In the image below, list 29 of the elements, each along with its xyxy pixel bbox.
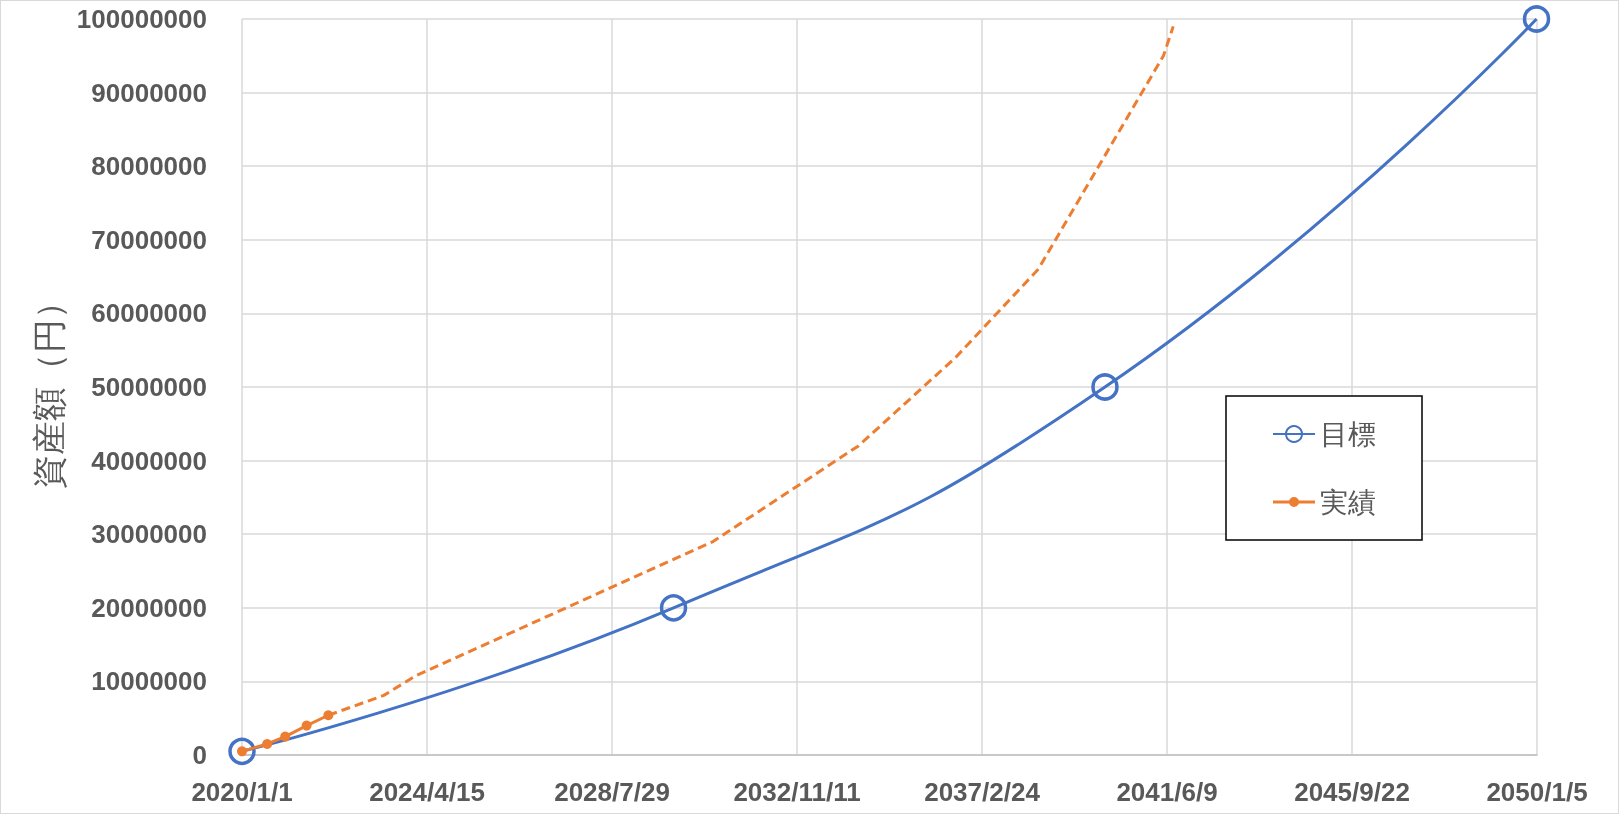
- point: [280, 731, 291, 742]
- y-tick-label: 40000000: [91, 445, 207, 476]
- x-tick-label: 2028/7/29: [554, 777, 670, 807]
- legend-label: 実績: [1320, 486, 1376, 518]
- y-tick-label: 80000000: [91, 151, 207, 182]
- y-tick-label: 50000000: [91, 372, 207, 402]
- y-tick-label: 70000000: [91, 224, 207, 255]
- point: [301, 720, 312, 731]
- legend-label: 目標: [1320, 418, 1376, 450]
- y-tick-label: 20000000: [91, 592, 207, 623]
- point: [1091, 373, 1119, 401]
- y-tick-label: 60000000: [91, 298, 207, 329]
- point: [262, 738, 273, 749]
- y-tick-label: 0: [192, 740, 207, 770]
- y-axis-title: 資産額（円）: [29, 285, 68, 489]
- x-tick-label: 2045/9/22: [1294, 777, 1410, 807]
- x-tick-label: 2041/6/9: [1116, 777, 1218, 807]
- x-tick-label: 2037/2/24: [924, 777, 1041, 807]
- point: [659, 594, 688, 622]
- x-tick-label: 2020/1/1: [191, 777, 293, 807]
- y-tick-label: 30000000: [91, 519, 207, 550]
- y-tick-label: 100000000: [76, 4, 207, 34]
- x-tick-label: 2024/4/15: [369, 777, 485, 807]
- x-tick-label: 2050/1/5: [1486, 777, 1588, 807]
- y-tick-label: 10000000: [91, 666, 207, 697]
- y-tick-label: 90000000: [91, 77, 207, 108]
- x-tick-label: 2032/11/11: [733, 777, 861, 807]
- point: [228, 737, 256, 766]
- point: [1522, 5, 1551, 33]
